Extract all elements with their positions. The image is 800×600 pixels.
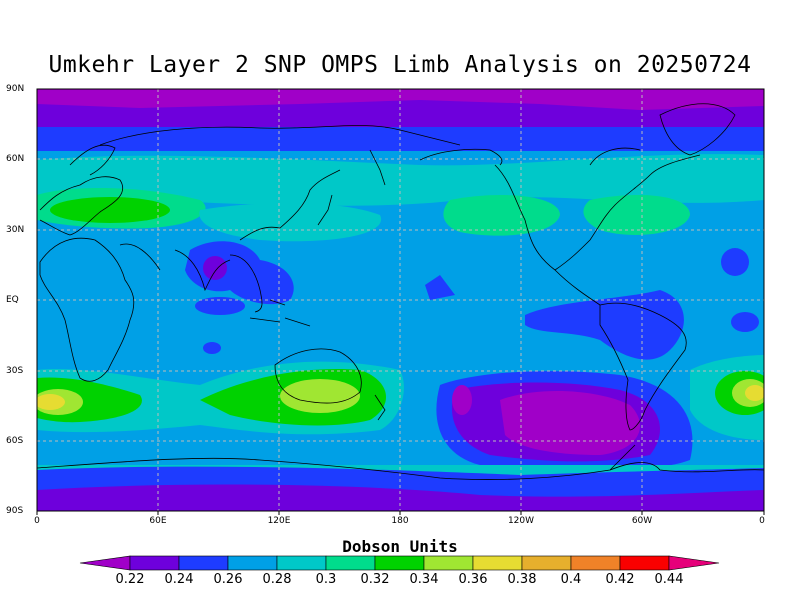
coast-na-west: [494, 164, 556, 271]
coast-china: [239, 169, 341, 241]
colorbar-label: 0.4: [560, 572, 582, 587]
colorbar-label: 0.22: [115, 572, 145, 587]
colorbar-arrow-right: [668, 555, 720, 571]
colorbar-swatch: [521, 555, 572, 571]
coast-indonesia: [249, 299, 311, 327]
colorbar-swatch: [472, 555, 523, 571]
lon-tick-60w: 60W: [631, 516, 653, 526]
coast-nz: [374, 394, 386, 421]
coast-kamchatka: [369, 149, 386, 186]
tropics-blue-sa: [525, 290, 684, 360]
sh-orange-east: [745, 385, 764, 401]
lat-tick-90n: 90N: [6, 84, 25, 94]
colorbar-label: 0.38: [507, 572, 537, 587]
sh-magenta-small: [452, 385, 472, 415]
coast-na-hudson: [589, 147, 641, 166]
colorbar-swatch: [374, 555, 425, 571]
coast-arabia: [119, 243, 161, 271]
colorbar-label: 0.28: [262, 572, 292, 587]
colorbar-label: 0.34: [409, 572, 439, 587]
colorbar-swatch: [570, 555, 621, 571]
colorbar: [79, 555, 720, 571]
colorbar-title: Dobson Units: [342, 537, 458, 556]
colorbar-swatch: [423, 555, 474, 571]
coast-japan: [317, 194, 333, 226]
lat-tick-60s: 60S: [6, 436, 24, 446]
lon-tick-180: 180: [391, 516, 409, 526]
nh-green-pacific: [443, 195, 560, 236]
colorbar-label: 0.44: [654, 572, 684, 587]
colorbar-swatch: [227, 555, 278, 571]
lon-tick-60e: 60E: [149, 516, 167, 526]
colorbar-arrow-left: [79, 555, 131, 571]
colorbar-label: 0.26: [213, 572, 243, 587]
coast-antarctica: [37, 457, 764, 480]
coast-antarctic-peninsula: [609, 444, 636, 471]
sh-orange-africa: [37, 394, 65, 410]
lon-tick-0-east: 0: [759, 516, 765, 526]
nh-green-atlantic: [583, 195, 690, 235]
colorbar-swatch: [325, 555, 376, 571]
colorbar-label: 0.36: [458, 572, 488, 587]
coast-seasia: [229, 254, 263, 313]
colorbar-label: 0.42: [605, 572, 635, 587]
coast-central-america: [554, 269, 601, 306]
tropics-blue-indian: [195, 297, 245, 315]
coastlines: [37, 103, 764, 480]
map-title: Umkehr Layer 2 SNP OMPS Limb Analysis on…: [48, 52, 752, 78]
colorbar-swatch: [178, 555, 229, 571]
lat-tick-90s: 90S: [6, 506, 24, 516]
tropics-blue-small-1: [203, 342, 221, 354]
colorbar-swatch: [276, 555, 327, 571]
colorbar-label: 0.3: [315, 572, 337, 587]
colorbar-swatch: [129, 555, 180, 571]
sh-magenta-core: [500, 390, 640, 455]
tick-marks: [36, 511, 765, 515]
lat-tick-eq: EQ: [6, 295, 19, 305]
graticule: [37, 89, 764, 511]
tropics-blue-pacific: [425, 275, 455, 300]
tropics-blue-atl-2: [721, 248, 749, 276]
coast-south-america: [599, 302, 687, 431]
coast-alaska: [419, 148, 503, 166]
nh-green-core: [50, 197, 170, 223]
tropics-blue-atl: [731, 312, 759, 332]
coast-india: [174, 249, 231, 292]
coast-na-east: [554, 154, 701, 271]
tropics-purple-india: [203, 256, 227, 280]
coast-africa: [39, 237, 135, 382]
colorbar-label: 0.24: [164, 572, 194, 587]
nh-teal-asia: [199, 203, 382, 242]
coast-russia-north: [99, 125, 461, 146]
band-north-3: [37, 89, 764, 110]
coast-europe: [39, 176, 123, 236]
colorbar-swatch: [619, 555, 670, 571]
lat-tick-30s: 30S: [6, 366, 24, 376]
lat-tick-30n: 30N: [6, 225, 25, 235]
lon-tick-120w: 120W: [507, 516, 535, 526]
coast-greenland: [659, 103, 736, 156]
sh-yellow-aus: [280, 379, 360, 413]
lon-tick-120e: 120E: [267, 516, 291, 526]
coast-australia: [274, 348, 362, 404]
coast-scandinavia: [69, 144, 116, 176]
lat-tick-60n: 60N: [6, 154, 25, 164]
lon-tick-0: 0: [34, 516, 40, 526]
colorbar-label: 0.32: [360, 572, 390, 587]
